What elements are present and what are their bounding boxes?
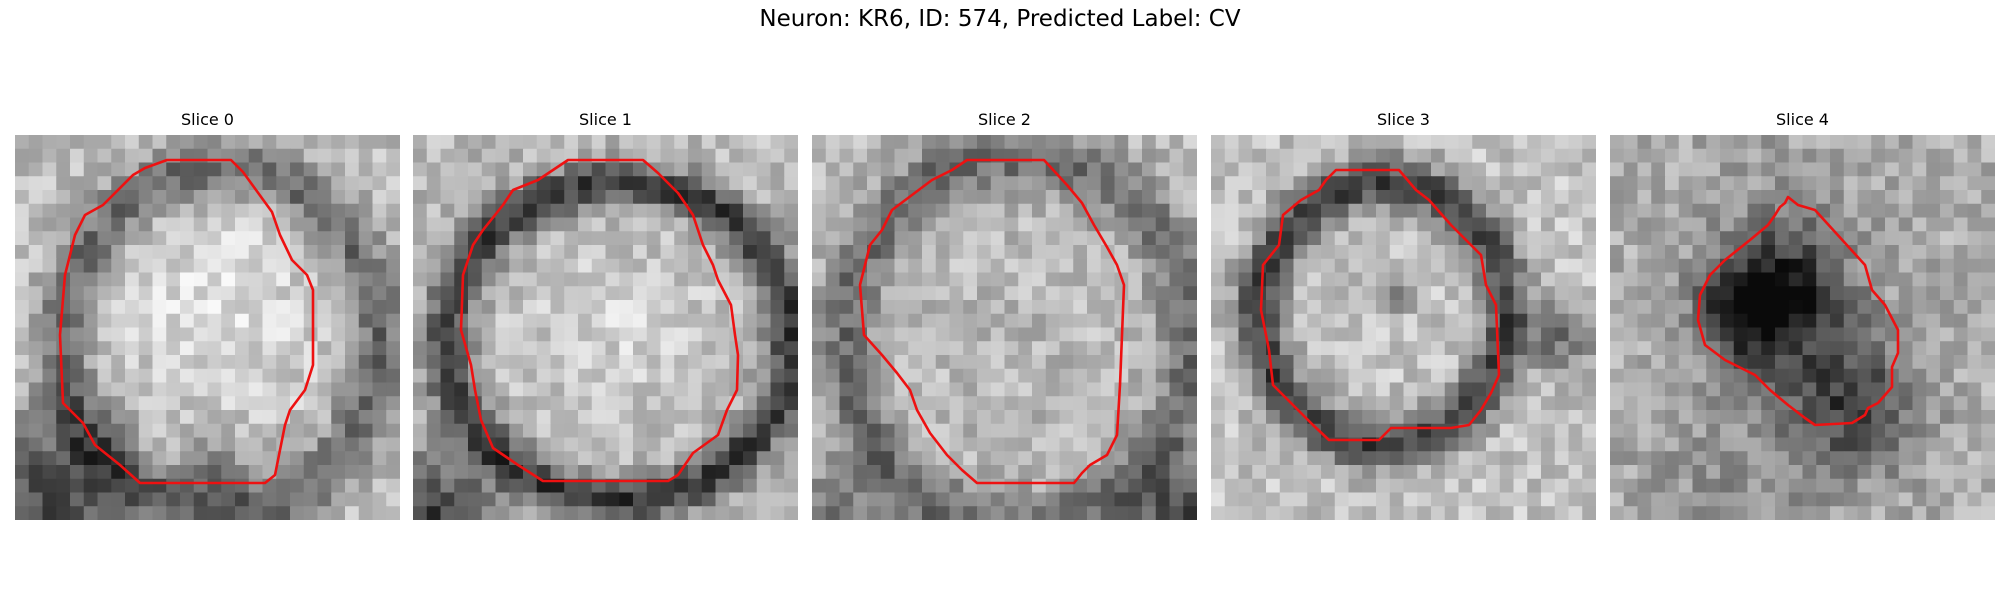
slice-contour-0 — [58, 158, 315, 485]
slice-title-0: Slice 0 — [181, 110, 234, 129]
slice-title-2: Slice 2 — [978, 110, 1031, 129]
slice-contour-2 — [858, 158, 1126, 485]
slice-image-3 — [1211, 135, 1596, 520]
slice-pixels-3 — [1211, 135, 1596, 520]
slice-pixels-1 — [413, 135, 798, 520]
slice-title-4: Slice 4 — [1776, 110, 1829, 129]
slice-contour-3 — [1259, 168, 1501, 442]
slice-contour-1 — [459, 158, 740, 483]
figure-title: Neuron: KR6, ID: 574, Predicted Label: C… — [759, 6, 1241, 32]
slice-title-3: Slice 3 — [1377, 110, 1430, 129]
slice-contour-4 — [1696, 195, 1900, 427]
slice-image-0 — [15, 135, 400, 520]
slice-pixels-0 — [15, 135, 400, 520]
slice-title-1: Slice 1 — [579, 110, 632, 129]
slice-pixels-4 — [1610, 135, 1995, 520]
slice-image-2 — [812, 135, 1197, 520]
slice-image-1 — [413, 135, 798, 520]
slice-pixels-2 — [812, 135, 1197, 520]
slice-image-4 — [1610, 135, 1995, 520]
